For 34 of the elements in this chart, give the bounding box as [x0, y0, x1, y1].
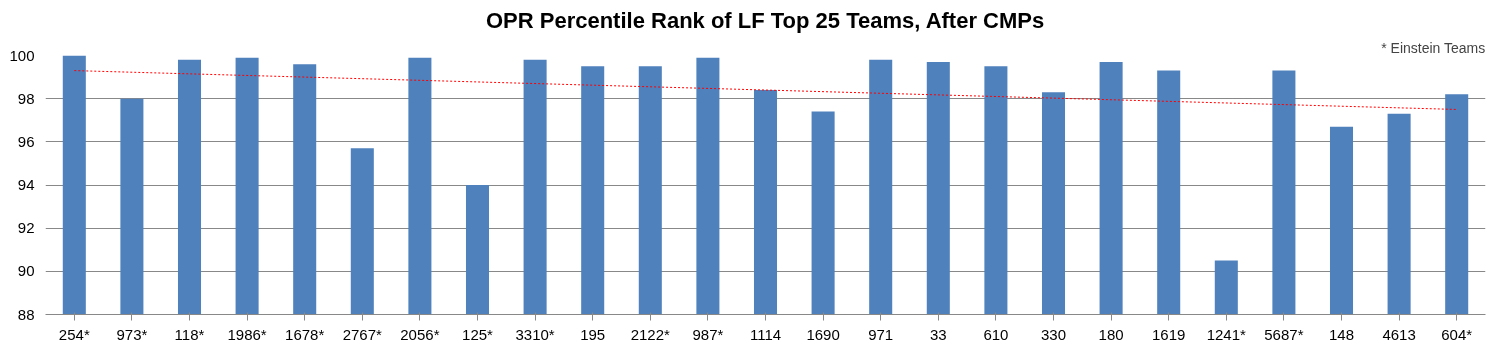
annotation: * Einstein Teams — [1381, 39, 1486, 56]
x-tick-label: 254* — [58, 325, 90, 343]
x-tick-label: 125* — [462, 325, 494, 343]
y-tick-label: 90 — [17, 262, 35, 280]
x-tick-label: 1690 — [806, 325, 840, 343]
chart-title: OPR Percentile Rank of LF Top 25 Teams, After CMPs — [485, 7, 1045, 33]
x-tick-label: 604* — [1441, 325, 1473, 343]
y-tick-label: 96 — [17, 132, 35, 150]
x-tick-label: 1986* — [227, 325, 267, 343]
x-tick-label: 971 — [868, 325, 894, 343]
x-tick-label: 33 — [929, 325, 947, 343]
y-tick-label: 92 — [17, 219, 35, 237]
y-tick-label: 100 — [9, 46, 35, 64]
x-tick-label: 2767* — [342, 325, 383, 343]
y-tick-label: 88 — [17, 305, 35, 323]
x-tick-label: 4613 — [1382, 325, 1416, 343]
x-tick-label: 2056* — [400, 325, 440, 343]
x-tick-label: 330 — [1040, 325, 1067, 343]
y-tick-label: 98 — [17, 89, 35, 107]
x-tick-label: 1241* — [1206, 325, 1247, 343]
x-tick-label: 3310* — [515, 325, 555, 343]
x-tick-label: 1619 — [1152, 325, 1186, 343]
y-tick-label: 94 — [17, 176, 35, 193]
x-tick-label: 1114 — [749, 325, 782, 343]
x-tick-label: 610 — [983, 325, 1009, 343]
x-tick-label: 2122* — [630, 325, 671, 343]
x-tick-label: 180 — [1098, 325, 1124, 343]
x-tick-label: 118* — [174, 325, 205, 343]
x-tick-label: 973* — [116, 325, 148, 343]
x-tick-label: 148 — [1328, 325, 1355, 343]
x-tick-label: 1678* — [285, 325, 325, 343]
x-tick-label: 987* — [692, 325, 724, 343]
x-tick-label: 5687* — [1264, 325, 1304, 343]
x-tick-label: 195 — [580, 325, 606, 343]
